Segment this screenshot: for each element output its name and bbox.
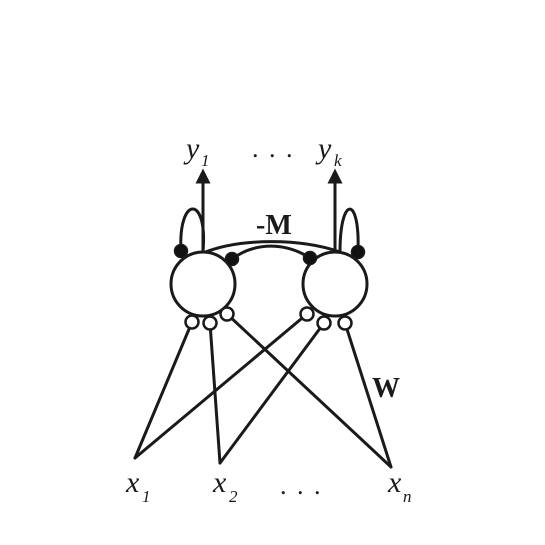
excitatory-synapse [219, 306, 235, 322]
edge-xn-to-y1 [225, 312, 393, 469]
excitatory-synapse [202, 315, 218, 331]
excitatory-synapse [184, 314, 200, 330]
label-lateral-weights: -M [256, 210, 292, 241]
label-xn: x [387, 466, 402, 499]
edge-x2-to-yk [218, 321, 326, 465]
label-x2: x [212, 466, 227, 499]
label-xn-subscript: n [403, 487, 412, 506]
inhibitory-synapse [302, 250, 318, 266]
lateral-edge-y1-to-yk [201, 240, 342, 255]
label-x2-subscript: 2 [229, 487, 238, 506]
lateral-edge-yk-to-y1 [230, 244, 312, 261]
edge-xn-to-yk [343, 321, 393, 469]
excitatory-synapse [299, 306, 315, 322]
label-y1-subscript: 1 [201, 151, 210, 170]
inhibitory-synapse [224, 251, 240, 267]
inhibitory-synapse [350, 244, 366, 260]
neuron-y1 [169, 250, 237, 318]
edge-x1-to-yk [133, 312, 309, 460]
self-loop-yk [338, 207, 360, 254]
inhibitory-synapse [173, 243, 189, 259]
label-output-ellipsis: . . . [252, 134, 295, 163]
excitatory-synapse [316, 315, 332, 331]
feedforward-connections [133, 312, 393, 469]
label-feedforward-weights: W [372, 373, 400, 404]
lateral-connections [179, 207, 360, 261]
label-y1: y [183, 132, 200, 165]
label-yk-subscript: k [334, 151, 342, 170]
label-x1-subscript: 1 [142, 487, 151, 506]
excitatory-synapse [337, 315, 353, 331]
neuron-yk [301, 250, 369, 318]
label-input-ellipsis: . . . [280, 471, 323, 500]
edge-x2-to-y1 [208, 321, 222, 465]
label-yk: y [315, 132, 332, 165]
label-x1: x [125, 466, 140, 499]
edge-x1-to-y1 [133, 320, 194, 460]
